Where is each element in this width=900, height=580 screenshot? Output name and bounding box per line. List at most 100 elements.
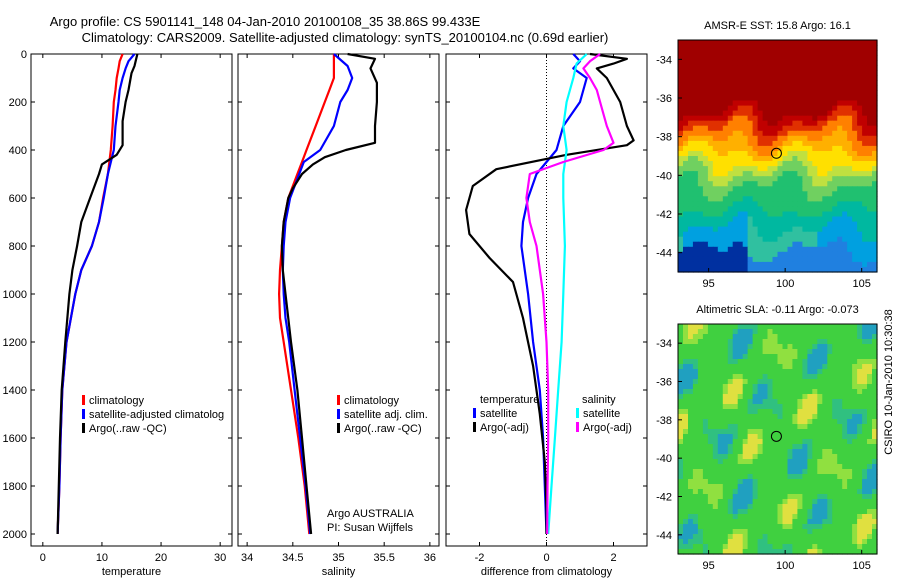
heatmap-cell — [847, 454, 853, 460]
heatmap-cell — [817, 474, 823, 480]
heatmap-cell — [842, 130, 848, 137]
heatmap-cell — [757, 419, 764, 425]
heatmap-cell — [707, 70, 714, 76]
heatmap-cell — [792, 349, 798, 355]
heatmap-cell — [712, 166, 719, 172]
heatmap-cell — [802, 324, 808, 330]
heatmap-cell — [747, 519, 754, 525]
heatmap-cell — [827, 424, 833, 430]
heatmap-cell — [772, 509, 779, 515]
heatmap-cell — [767, 90, 774, 96]
heatmap-cell — [683, 201, 689, 207]
heatmap-cell — [757, 196, 764, 202]
heatmap-cell — [787, 424, 794, 430]
heatmap-cell — [683, 110, 689, 117]
heatmap-cell — [678, 404, 684, 410]
heatmap-cell — [688, 135, 694, 142]
heatmap-cell — [767, 379, 774, 385]
heatmap-cell — [717, 354, 724, 360]
heatmap-cell — [762, 339, 769, 345]
heatmap-cell — [742, 130, 749, 137]
heatmap-cell — [767, 206, 774, 212]
heatmap-cell — [683, 120, 689, 127]
heatmap-cell — [712, 211, 719, 218]
heatmap-cell — [837, 539, 843, 545]
heatmap-cell — [832, 40, 838, 46]
heatmap-cell — [852, 100, 858, 107]
heatmap-cell — [817, 100, 823, 107]
heatmap-cell — [727, 519, 734, 525]
heatmap-cell — [747, 161, 754, 167]
heatmap-cell — [727, 145, 734, 152]
heatmap-cell — [792, 404, 798, 410]
heatmap-cell — [862, 120, 868, 127]
heatmap-cell — [802, 474, 808, 480]
heatmap-cell — [772, 494, 779, 500]
heatmap-cell — [847, 389, 853, 395]
heatmap-cell — [707, 75, 714, 81]
heatmap-cell — [812, 434, 818, 440]
heatmap-cell — [782, 55, 789, 61]
heatmap-cell — [727, 65, 734, 71]
heatmap-cell — [862, 105, 868, 112]
heatmap-cell — [832, 479, 838, 485]
heatmap-cell — [792, 216, 798, 223]
heatmap-cell — [862, 231, 868, 238]
heatmap-cell — [867, 156, 873, 162]
heatmap-cell — [722, 45, 729, 51]
heatmap-cell — [832, 524, 838, 530]
heatmap-cell — [737, 171, 744, 177]
heatmap-cell — [837, 364, 843, 370]
heatmap-cell — [802, 90, 808, 96]
heatmap-cell — [702, 384, 709, 390]
heatmap-cell — [742, 85, 749, 91]
heatmap-cell — [807, 514, 813, 520]
heatmap-cell — [737, 504, 744, 510]
heatmap-cell — [847, 519, 853, 525]
heatmap-cell — [717, 499, 724, 505]
heatmap-cell — [712, 105, 719, 112]
heatmap-cell — [707, 464, 714, 470]
heatmap-cell — [762, 324, 769, 330]
heatmap-cell — [782, 449, 789, 455]
heatmap-cell — [752, 151, 759, 157]
heatmap-cell — [832, 454, 838, 460]
heatmap-cell — [777, 85, 784, 91]
heatmap-cell — [762, 135, 769, 142]
heatmap-cell — [722, 474, 729, 480]
heatmap-cell — [827, 196, 833, 202]
heatmap-cell — [678, 354, 684, 360]
heatmap-cell — [727, 334, 734, 340]
heatmap-cell — [817, 459, 823, 465]
heatmap-cell — [802, 374, 808, 380]
heatmap-cell — [787, 191, 794, 197]
heatmap-cell — [772, 444, 779, 450]
heatmap-cell — [822, 334, 828, 340]
heatmap-cell — [807, 45, 813, 51]
heatmap-cell — [852, 120, 858, 127]
heatmap-cell — [787, 374, 794, 380]
heatmap-cell — [827, 374, 833, 380]
heatmap-cell — [752, 474, 759, 480]
heatmap-cell — [837, 85, 843, 91]
heatmap-cell — [762, 519, 769, 525]
heatmap-cell — [822, 484, 828, 490]
heatmap-cell — [872, 95, 878, 102]
heatmap-cell — [722, 344, 729, 350]
heatmap-cell — [732, 539, 739, 545]
heatmap-cell — [777, 459, 784, 465]
heatmap-cell — [817, 409, 823, 415]
heatmap-cell — [727, 354, 734, 360]
heatmap-cell — [702, 464, 709, 470]
heatmap-cell — [697, 429, 704, 435]
heatmap-cell — [787, 70, 794, 76]
heatmap-cell — [742, 419, 749, 425]
heatmap-cell — [847, 379, 853, 385]
heatmap-cell — [777, 130, 784, 137]
heatmap-cell — [807, 261, 813, 268]
heatmap-cell — [737, 211, 744, 218]
heatmap-cell — [862, 509, 868, 515]
heatmap-cell — [857, 364, 863, 370]
heatmap-cell — [807, 70, 813, 76]
heatmap-cell — [692, 409, 699, 415]
